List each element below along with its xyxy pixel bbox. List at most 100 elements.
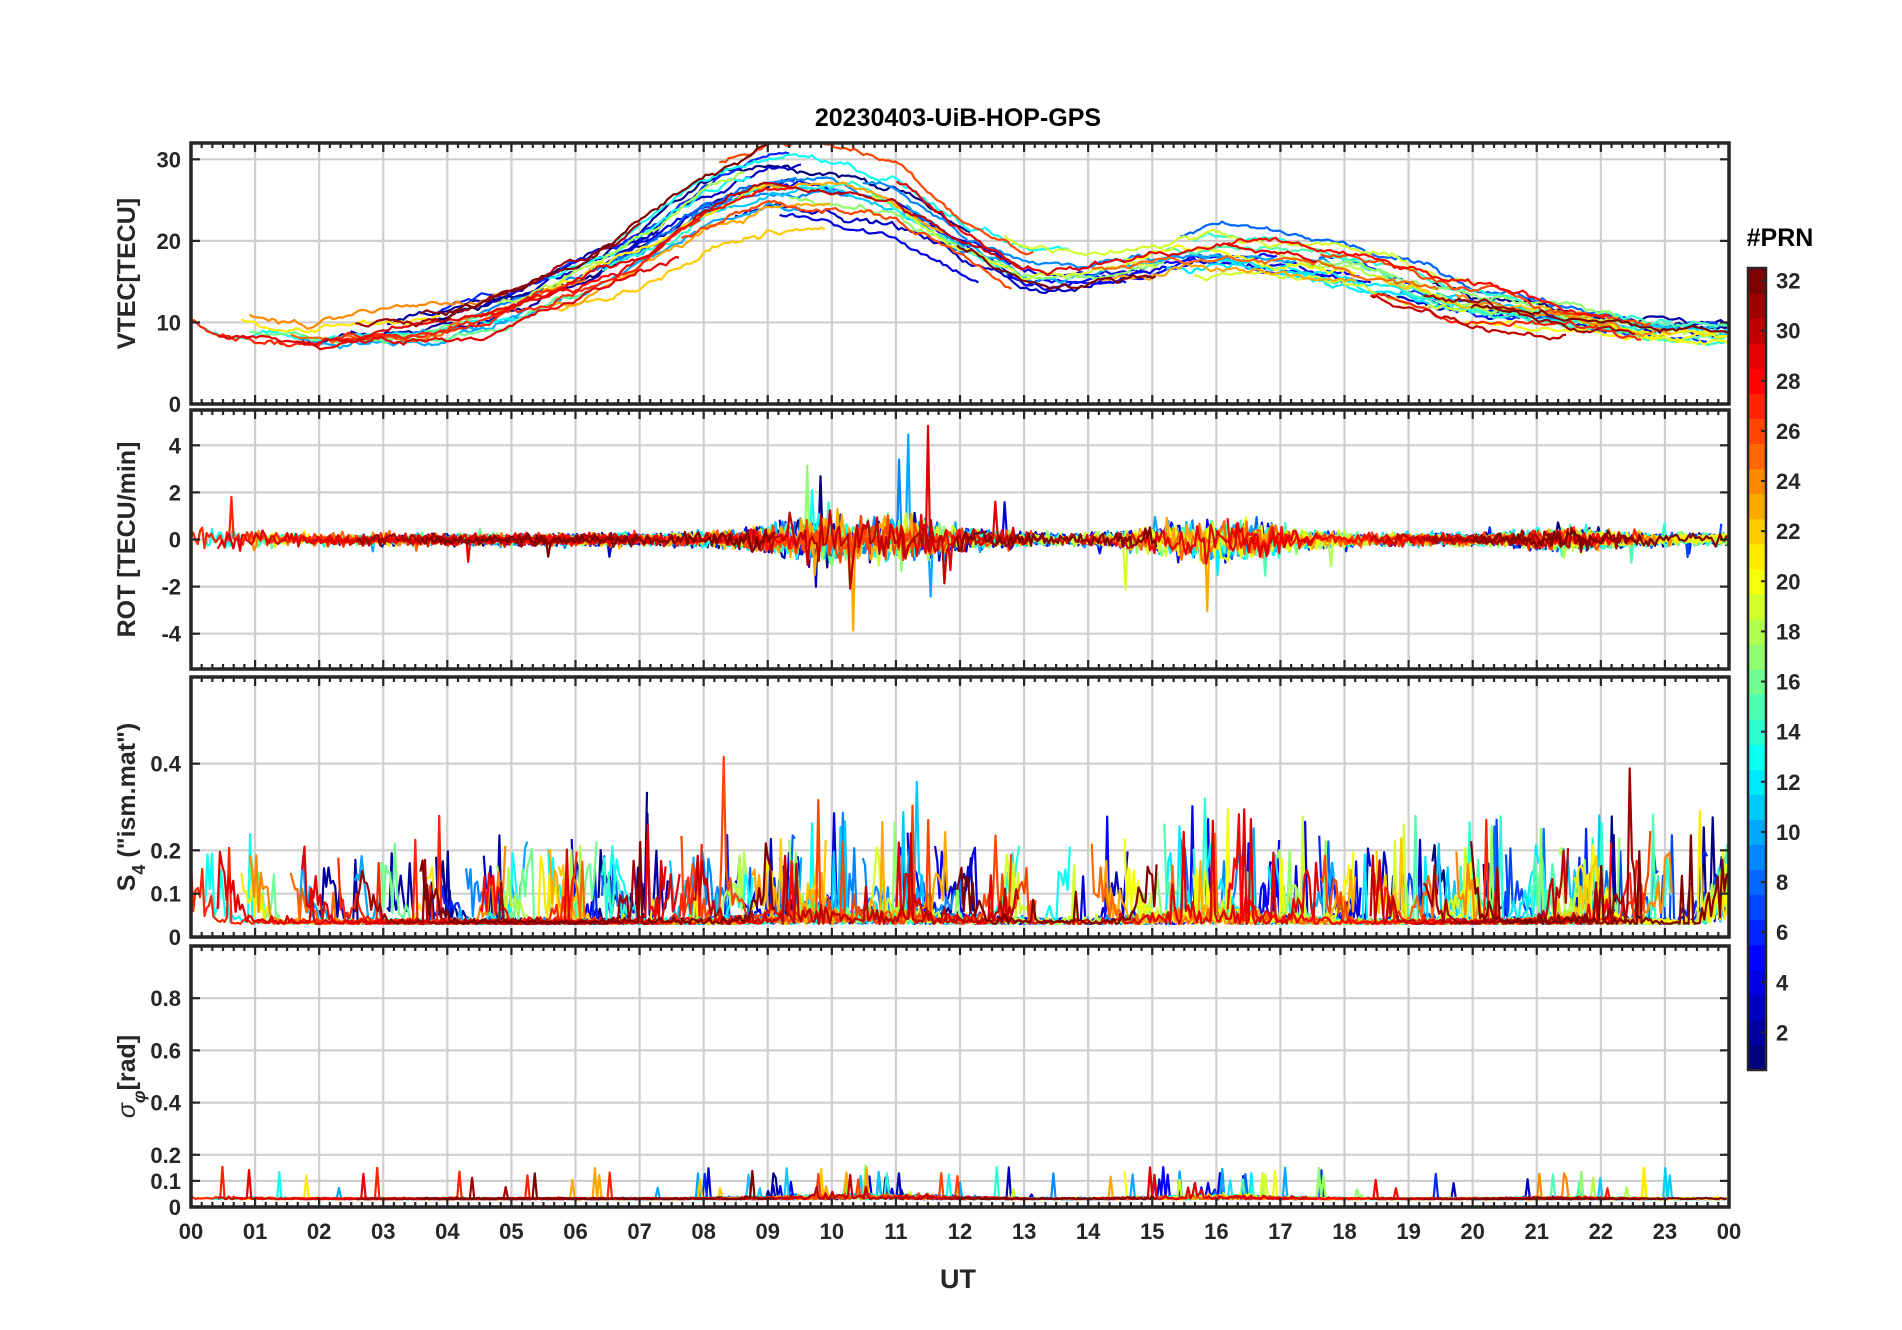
colorbar-band	[1748, 468, 1766, 495]
y-tick-label: 0.8	[150, 986, 181, 1011]
colorbar-band	[1748, 418, 1766, 445]
colorbar-tick-label: 16	[1776, 670, 1800, 695]
x-tick-label: 04	[435, 1219, 460, 1244]
prn-32-trace	[956, 244, 1157, 291]
y-tick-label: 0.1	[150, 1169, 181, 1194]
colorbar-tick-label: 30	[1776, 319, 1800, 344]
prn-30-trace	[692, 832, 1020, 926]
colorbar-tick-label: 2	[1776, 1020, 1788, 1045]
colorbar-band	[1748, 919, 1766, 946]
x-tick-label: 01	[243, 1219, 267, 1244]
y-tick-label: 0.1	[150, 882, 181, 907]
colorbar-tick-label: 28	[1776, 369, 1800, 394]
prn-19-trace	[871, 194, 1158, 281]
x-tick-label: 16	[1204, 1219, 1228, 1244]
x-axis-label: UT	[940, 1264, 976, 1294]
colorbar-tick-label: 18	[1776, 619, 1800, 644]
x-tick-label: 23	[1653, 1219, 1677, 1244]
colorbar-band	[1748, 1044, 1766, 1071]
y-tick-label: -2	[161, 575, 181, 600]
y-tick-label: 20	[157, 229, 181, 254]
series-group-rot	[191, 424, 1729, 632]
figure-title: 20230403-UiB-HOP-GPS	[815, 104, 1101, 132]
colorbar-band	[1748, 443, 1766, 470]
colorbar-band	[1748, 318, 1766, 344]
colorbar-tick-label: 26	[1776, 419, 1800, 444]
ticks-s4	[189, 677, 1731, 939]
y-tick-label: 0.2	[150, 838, 181, 863]
x-tick-label: 15	[1140, 1219, 1164, 1244]
prn-21-trace	[1574, 1166, 1727, 1201]
colorbar-band	[1748, 543, 1766, 570]
y-tick-label: 0	[169, 392, 181, 417]
colorbar-band	[1748, 844, 1766, 871]
colorbar-band	[1748, 994, 1766, 1021]
x-tick-label: 10	[820, 1219, 844, 1244]
prn-10-trace	[905, 1166, 1335, 1201]
x-tick-label: 05	[499, 1219, 523, 1244]
y-tick-label: 4	[169, 433, 182, 458]
y-tick-label: 0.4	[150, 752, 181, 777]
colorbar-band	[1748, 819, 1766, 846]
y-axis-label-sigma-phi: σφ[rad]	[113, 1035, 149, 1118]
prn-10-trace	[904, 433, 1336, 598]
prn-31-trace	[1423, 294, 1635, 336]
y-tick-label: 0	[169, 925, 181, 950]
prn-1-trace	[598, 164, 971, 261]
colorbar-tick-label: 12	[1776, 770, 1800, 795]
colorbar-band	[1748, 393, 1766, 419]
series-group-vtec	[191, 143, 1729, 351]
y-tick-label: 0.6	[150, 1038, 181, 1063]
x-tick-label: 12	[948, 1219, 972, 1244]
colorbar-band	[1748, 643, 1766, 670]
ticks-sigma-phi	[189, 946, 1731, 1209]
prn-32-trace	[1470, 303, 1728, 334]
x-tick-label: 00	[179, 1219, 203, 1244]
colorbar-band	[1748, 669, 1766, 695]
prn-32-trace	[1470, 834, 1728, 926]
prn-23-trace	[547, 202, 830, 308]
y-axis-label-vtec: VTEC[TECU]	[113, 198, 141, 349]
colorbar-band	[1748, 368, 1766, 394]
prn-32-trace	[955, 526, 1158, 553]
prn-29-trace	[301, 243, 666, 346]
colorbar-band	[1748, 593, 1766, 620]
colorbar-tick-label: 8	[1776, 870, 1788, 895]
colorbar-band	[1748, 293, 1766, 319]
colorbar-band	[1748, 343, 1766, 369]
colorbar-title: #PRN	[1747, 224, 1814, 252]
prn-24-trace	[248, 292, 507, 330]
prn-32-trace	[420, 1169, 775, 1201]
colorbar-band	[1748, 894, 1766, 921]
prn-32-trace	[419, 143, 774, 317]
prn-32-trace	[956, 1194, 1157, 1201]
prn-30-trace	[692, 181, 1021, 268]
prn-30-trace	[1370, 294, 1567, 341]
ticks-rot	[189, 410, 1731, 669]
y-tick-label: -4	[161, 622, 181, 647]
y-tick-label: 2	[169, 480, 181, 505]
prn-20-trace	[1465, 320, 1729, 346]
colorbar-band	[1748, 518, 1766, 545]
x-tick-labels: 00 01 02 03 04 05 06 07 08 09 10 11 12 13 14 15 16 17 18 19…	[179, 1219, 1741, 1244]
x-tick-label: 06	[563, 1219, 587, 1244]
y-tick-label: 0	[169, 1195, 181, 1220]
y-tick-label: 0.2	[150, 1143, 181, 1168]
prn-32-trace	[1470, 529, 1728, 553]
colorbar-band	[1748, 744, 1766, 770]
y-tick-label: 10	[157, 310, 181, 335]
prn-32-trace	[420, 528, 776, 558]
prn-10-trace	[354, 1172, 803, 1201]
y-tick-label: 0.4	[150, 1091, 181, 1116]
panel-sigma-phi: 00.10.2 0.4 0.6 0.8σφ[rad]	[113, 944, 1731, 1220]
x-tick-label: 00	[1717, 1219, 1741, 1244]
grid-sigma-phi	[189, 946, 1731, 1209]
colorbar-tick-label: 10	[1776, 820, 1800, 845]
prn-26-trace	[718, 143, 1034, 256]
prn-9-trace	[862, 180, 1245, 269]
prn-21-trace	[240, 314, 441, 334]
prn-27-trace	[1371, 292, 1642, 341]
x-tick-label: 19	[1396, 1219, 1420, 1244]
series-group-sigma-phi	[191, 1164, 1729, 1201]
